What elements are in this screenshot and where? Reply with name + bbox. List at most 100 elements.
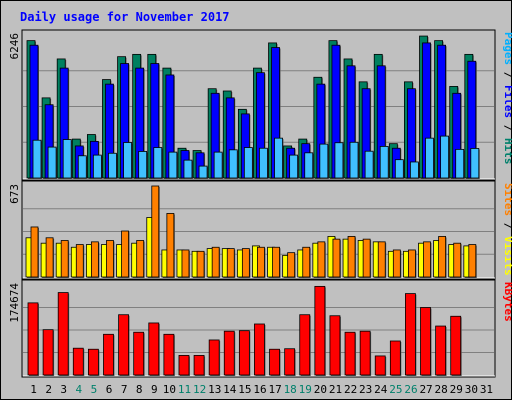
bar-pages-19 bbox=[304, 152, 314, 179]
bar-sites-12 bbox=[196, 250, 206, 278]
bar-kbytes-15 bbox=[238, 330, 251, 376]
bar-kbytes-2 bbox=[42, 329, 55, 376]
bar-pages-3 bbox=[62, 139, 73, 179]
bar-sites-17 bbox=[272, 246, 281, 278]
day-label-26: 26 bbox=[404, 383, 417, 396]
bar-sites-29 bbox=[453, 242, 462, 278]
bar-sites-24 bbox=[377, 241, 387, 278]
legend-kbytes: KBytes bbox=[502, 282, 512, 322]
bar-sites-9 bbox=[151, 185, 160, 278]
max-label-sites-visits: 673 bbox=[8, 184, 21, 204]
bar-sites-11 bbox=[181, 249, 190, 278]
bar-sites-8 bbox=[136, 240, 145, 278]
bar-kbytes-1 bbox=[27, 302, 39, 376]
bar-pages-10 bbox=[168, 151, 178, 179]
bar-sites-26 bbox=[408, 249, 417, 278]
bar-sites-6 bbox=[106, 240, 115, 278]
bar-pages-6 bbox=[108, 152, 118, 179]
bar-kbytes-9 bbox=[148, 322, 160, 376]
bar-kbytes-12 bbox=[193, 355, 206, 376]
bar-kbytes-20 bbox=[314, 285, 326, 376]
bar-kbytes-10 bbox=[163, 333, 175, 376]
bar-pages-20 bbox=[319, 143, 329, 179]
day-label-30: 30 bbox=[465, 383, 478, 396]
day-label-23: 23 bbox=[359, 383, 372, 396]
bar-pages-30 bbox=[470, 148, 480, 179]
bar-sites-5 bbox=[90, 241, 100, 278]
bar-sites-7 bbox=[121, 230, 130, 278]
bar-pages-2 bbox=[47, 146, 58, 179]
bar-sites-10 bbox=[166, 213, 175, 278]
day-label-31: 31 bbox=[480, 383, 493, 396]
bar-sites-27 bbox=[423, 241, 432, 278]
panel-border-kbytes bbox=[21, 279, 496, 378]
day-label-25: 25 bbox=[389, 383, 402, 396]
bar-kbytes-3 bbox=[57, 292, 70, 376]
bar-kbytes-18 bbox=[284, 348, 296, 376]
day-label-18: 18 bbox=[284, 383, 297, 396]
legend-entry-sites-visits-2: Visits bbox=[502, 236, 512, 276]
bar-kbytes-11 bbox=[178, 355, 190, 376]
day-label-28: 28 bbox=[435, 383, 448, 396]
bar-sites-30 bbox=[468, 244, 477, 278]
legend-entry-traffic-4: Hits bbox=[502, 138, 512, 165]
bar-sites-21 bbox=[332, 238, 341, 278]
bar-pages-13 bbox=[213, 151, 224, 179]
day-label-10: 10 bbox=[163, 383, 176, 396]
day-label-7: 7 bbox=[121, 383, 128, 396]
bar-kbytes-13 bbox=[208, 339, 221, 376]
legend-entry-sites-visits-1: / bbox=[502, 216, 512, 236]
bar-pages-5 bbox=[92, 154, 103, 179]
bar-sites-20 bbox=[317, 241, 326, 278]
bar-pages-7 bbox=[123, 142, 133, 179]
bar-pages-17 bbox=[274, 137, 284, 179]
bar-kbytes-16 bbox=[254, 323, 266, 376]
bar-kbytes-22 bbox=[344, 331, 357, 376]
chart-title: Daily usage for November 2017 bbox=[20, 10, 230, 24]
bar-kbytes-29 bbox=[450, 315, 462, 376]
bar-pages-12 bbox=[198, 165, 209, 179]
bar-pages-29 bbox=[455, 148, 465, 179]
day-label-11: 11 bbox=[178, 383, 191, 396]
bar-sites-4 bbox=[75, 244, 85, 278]
bar-pages-21 bbox=[334, 142, 344, 179]
bar-kbytes-24 bbox=[374, 355, 387, 376]
legend-entry-traffic-0: Pages bbox=[502, 32, 512, 65]
day-label-20: 20 bbox=[314, 383, 327, 396]
bar-kbytes-25 bbox=[389, 340, 402, 376]
day-label-27: 27 bbox=[419, 383, 432, 396]
day-label-22: 22 bbox=[344, 383, 357, 396]
bar-pages-4 bbox=[77, 155, 88, 179]
bar-kbytes-26 bbox=[405, 293, 417, 376]
day-label-6: 6 bbox=[106, 383, 113, 396]
panel-border-traffic bbox=[21, 29, 496, 181]
bar-sites-14 bbox=[226, 248, 236, 278]
bar-pages-16 bbox=[259, 147, 269, 179]
day-label-8: 8 bbox=[136, 383, 143, 396]
bar-pages-14 bbox=[228, 149, 239, 179]
legend-entry-traffic-1: / bbox=[502, 65, 512, 85]
bar-pages-24 bbox=[379, 146, 390, 179]
day-label-12: 12 bbox=[193, 383, 206, 396]
bar-pages-26 bbox=[410, 161, 420, 179]
bar-kbytes-23 bbox=[359, 330, 372, 376]
bar-pages-25 bbox=[394, 159, 405, 179]
day-label-29: 29 bbox=[450, 383, 463, 396]
day-label-4: 4 bbox=[76, 383, 83, 396]
bar-pages-27 bbox=[425, 137, 435, 179]
bar-pages-9 bbox=[153, 147, 163, 179]
bar-sites-3 bbox=[60, 240, 70, 278]
bar-sites-15 bbox=[241, 248, 251, 278]
bar-sites-25 bbox=[392, 249, 402, 278]
bar-kbytes-19 bbox=[299, 314, 311, 376]
bar-pages-23 bbox=[364, 150, 375, 179]
day-label-17: 17 bbox=[268, 383, 281, 396]
bar-sites-28 bbox=[438, 236, 447, 278]
bar-kbytes-14 bbox=[223, 330, 236, 376]
max-label-traffic: 6246 bbox=[8, 33, 21, 60]
day-label-2: 2 bbox=[45, 383, 52, 396]
bar-kbytes-21 bbox=[329, 315, 341, 376]
bar-pages-8 bbox=[138, 151, 148, 179]
bar-kbytes-5 bbox=[87, 348, 100, 376]
